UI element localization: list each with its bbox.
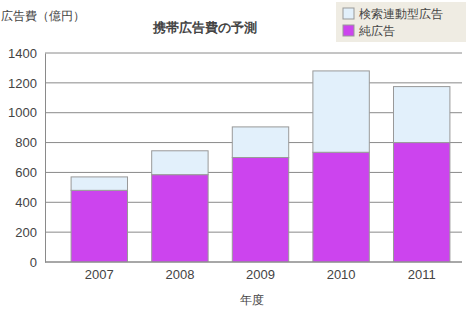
legend-box (336, 2, 466, 42)
y-tick-label: 200 (15, 225, 37, 240)
y-tick-label: 1200 (8, 76, 37, 91)
y-tick: 200 (15, 225, 45, 240)
y-tick: 1000 (8, 105, 45, 120)
y-axis: 0 200 400 600 800 1000 1200 1400 (8, 46, 45, 270)
y-tick-label: 1000 (8, 105, 37, 120)
x-tick: 2011 (408, 262, 436, 282)
y-tick-label: 1400 (8, 46, 37, 61)
grid (45, 53, 462, 262)
y-tick-label: 800 (15, 135, 37, 150)
legend-swatch (343, 8, 354, 19)
y-tick: 0 (30, 255, 45, 270)
x-axis-line (45, 262, 462, 263)
bar (232, 158, 288, 263)
x-axis-title: 年度 (240, 293, 264, 307)
y-tick: 600 (15, 165, 45, 180)
legend: 検索連動型広告純広告 (336, 2, 466, 42)
x-tick-label: 2011 (408, 267, 436, 282)
legend-label: 純広告 (359, 24, 395, 38)
bar (393, 87, 449, 143)
y-tick-label: 400 (15, 195, 37, 210)
bar (152, 175, 208, 262)
bar (232, 127, 288, 158)
x-tick-label: 2010 (327, 267, 356, 282)
x-tick-label: 2009 (246, 267, 275, 282)
x-axis: 2007 2008 2009 2010 2011 (45, 262, 462, 282)
x-tick-label: 2008 (165, 267, 194, 282)
legend-swatch (343, 25, 354, 36)
y-tick-label: 0 (30, 255, 37, 270)
x-tick: 2007 (85, 262, 114, 282)
bar (71, 177, 127, 190)
bar (313, 152, 369, 262)
bars (71, 71, 450, 262)
grid-line (45, 53, 462, 54)
x-tick-label: 2007 (85, 267, 114, 282)
legend-label: 検索連動型広告 (359, 7, 443, 21)
y-axis-line (45, 54, 46, 263)
bar (313, 71, 369, 152)
y-tick: 1200 (8, 76, 45, 91)
bar (152, 151, 208, 175)
y-axis-title: 広告費（億円） (1, 9, 85, 23)
x-tick: 2009 (246, 262, 275, 282)
bar (393, 143, 449, 262)
x-tick: 2008 (165, 262, 194, 282)
y-tick: 400 (15, 195, 45, 210)
grid-line (45, 82, 462, 83)
bar (71, 190, 127, 262)
y-tick: 1400 (8, 46, 45, 61)
y-tick: 800 (15, 135, 45, 150)
title: 携帯広告費の予測 (152, 20, 257, 35)
grid-line (45, 262, 462, 263)
x-tick: 2010 (327, 262, 356, 282)
y-tick-label: 600 (15, 165, 37, 180)
